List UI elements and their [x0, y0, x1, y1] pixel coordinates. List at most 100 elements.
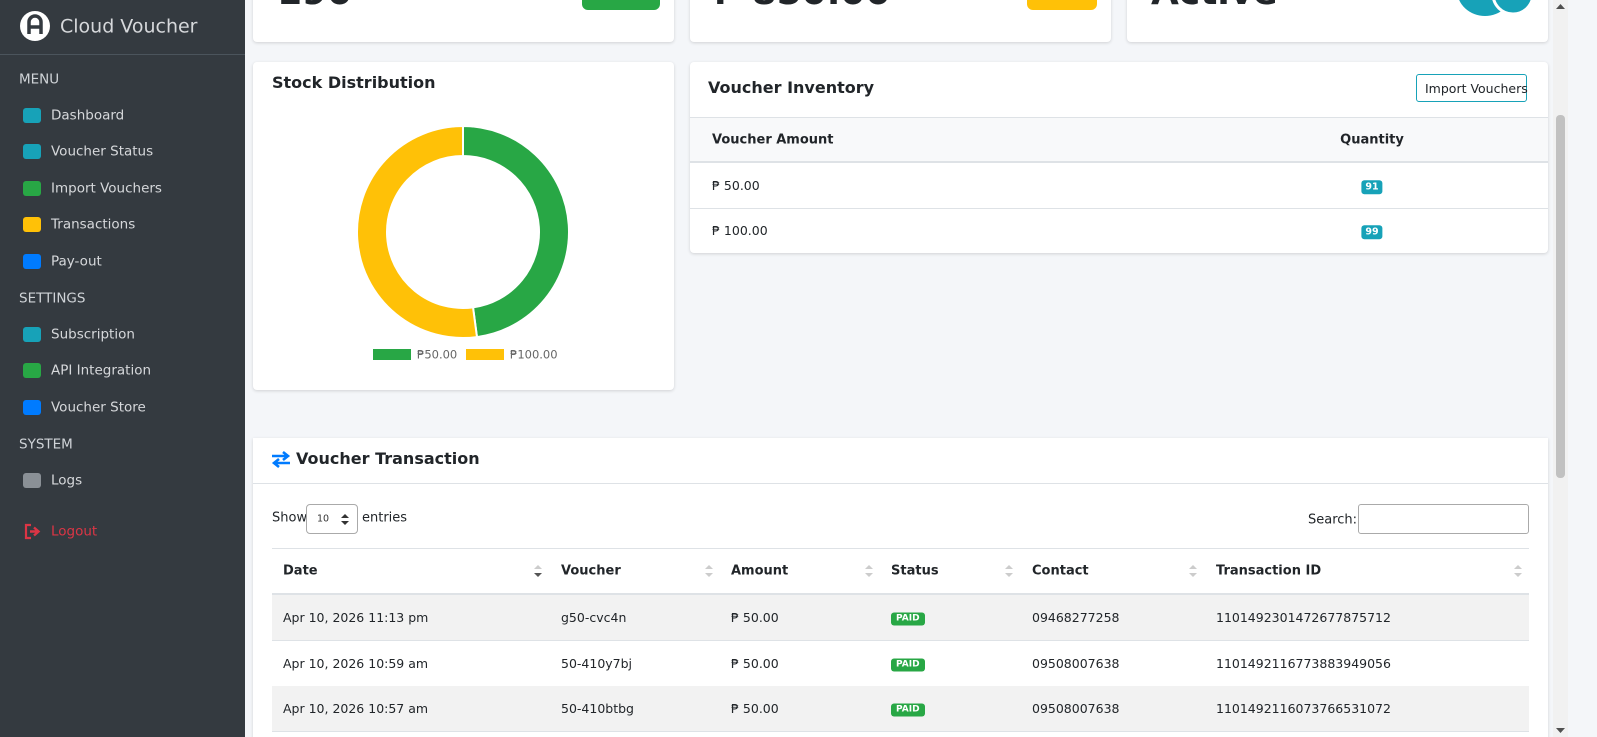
menu-item[interactable]: API Integration	[10, 355, 235, 387]
logout[interactable]: Logout	[10, 516, 235, 548]
menu-icon	[23, 253, 41, 269]
menu-item-label: Voucher Store	[51, 399, 146, 416]
table-cell: Apr 10, 2026 11:13 pm	[283, 609, 429, 625]
menu-heading: MENU	[19, 71, 60, 88]
menu-item[interactable]: Transactions	[10, 209, 235, 241]
stat-value: 190	[277, 0, 352, 11]
legend-swatch	[466, 349, 504, 360]
import-button[interactable]: Import Vouchers	[1416, 74, 1528, 102]
legend-label: ₱100.00	[510, 347, 558, 362]
stock-card: Stock Distribution ₱50.00 ₱100.00	[253, 62, 674, 390]
scrollbar-thumb	[1556, 115, 1565, 478]
menu-item[interactable]: Voucher Store	[10, 392, 235, 424]
menu-item-label: Logs	[51, 472, 83, 489]
menu-item[interactable]: Logs	[10, 465, 235, 497]
card-title: Voucher Transaction	[296, 449, 480, 468]
card-divider	[253, 483, 1548, 484]
menu-icon	[23, 327, 41, 342]
table-cell: 09508007638	[1032, 655, 1120, 671]
stat-icon	[1459, 0, 1534, 16]
menu-item-label: Import Vouchers	[51, 180, 162, 197]
stat-card: ₱ 850.00	[690, 0, 1111, 42]
table-top-border	[272, 548, 1529, 549]
column-header: Contact	[1032, 563, 1089, 579]
page-length-select[interactable]: 10	[306, 504, 358, 534]
sort-icon	[1189, 565, 1197, 577]
menu-heading: SETTINGS	[19, 290, 86, 307]
sort-icon	[705, 565, 713, 577]
menu-icon	[23, 217, 41, 233]
menu-item[interactable]: Dashboard	[10, 100, 235, 132]
donut-segment	[356, 124, 479, 339]
import-button-label: Import Vouchers	[1425, 80, 1528, 96]
menu-item[interactable]: Voucher Status	[10, 136, 235, 168]
table-cell: 1101492116073766531072	[1216, 700, 1391, 716]
menu-item[interactable]: Pay-out	[10, 246, 235, 278]
scroll-up	[1556, 4, 1565, 9]
menu-item[interactable]: Subscription	[10, 319, 235, 351]
stat-icon	[1027, 0, 1097, 10]
table-cell: 50-410y7bj	[561, 655, 633, 671]
quantity-badge: 99	[1361, 225, 1383, 239]
menu-icon	[23, 108, 41, 123]
menu-icon	[23, 144, 41, 160]
select-arrow	[341, 514, 349, 525]
menu-icon	[23, 473, 41, 489]
status-badge: PAID	[891, 612, 925, 626]
logout-icon	[24, 523, 41, 540]
table-cell: ₱ 50.00	[731, 655, 779, 671]
menu-icon	[23, 180, 41, 196]
legend-swatch	[373, 349, 411, 360]
card-title: Stock Distribution	[272, 73, 436, 92]
search-input[interactable]	[1358, 504, 1529, 534]
menu-item-label: Pay-out	[51, 252, 102, 269]
sort-icon	[865, 565, 873, 577]
column-header: Transaction ID	[1216, 563, 1322, 579]
table-cell: 09508007638	[1032, 700, 1120, 716]
logout-label: Logout	[51, 523, 98, 540]
table-cell: ₱ 50.00	[731, 700, 779, 716]
menu-item-label: API Integration	[51, 362, 152, 379]
stat-value: ₱ 850.00	[714, 0, 891, 11]
menu-icon	[23, 399, 41, 415]
menu-item-label: Voucher Status	[51, 143, 154, 160]
entries-label: entries	[362, 510, 408, 526]
table-cell: Apr 10, 2026 10:57 am	[283, 700, 429, 716]
row-border	[690, 208, 1548, 209]
column-header: Date	[283, 563, 318, 579]
table-cell: g50-cvc4n	[561, 609, 627, 625]
table-cell: ₱ 50.00	[731, 609, 779, 625]
inventory-card: Voucher Inventory Import Vouchers Voucher …	[690, 62, 1548, 253]
voucher-amount: ₱ 50.00	[712, 177, 760, 193]
transaction-icon	[271, 450, 291, 468]
brand-name: Cloud Voucher	[60, 15, 198, 38]
table-cell: 50-410btbg	[561, 700, 634, 716]
stat-icon	[582, 0, 660, 10]
page-length-value: 10	[317, 513, 330, 525]
table-header-bg	[690, 117, 1548, 163]
table-head-border	[272, 593, 1529, 595]
table-header: Quantity	[1340, 132, 1404, 148]
table-cell: Apr 10, 2026 10:59 am	[283, 655, 429, 671]
table-cell: 09468277258	[1032, 609, 1120, 625]
table-header: Voucher Amount	[712, 132, 834, 148]
donut-chart	[356, 124, 570, 339]
transaction-card: Voucher Transaction Show 10 entries Search: D…	[253, 438, 1548, 737]
menu-item-label: Subscription	[51, 326, 135, 343]
sort-icon	[1005, 565, 1013, 577]
column-header: Status	[891, 563, 939, 579]
brand-logo	[20, 11, 50, 41]
search-label: Search:	[1308, 512, 1358, 528]
column-header: Amount	[731, 563, 789, 579]
stat-card: 190	[253, 0, 674, 42]
menu-item-label: Dashboard	[51, 107, 125, 124]
sort-icon	[534, 565, 542, 577]
legend-label: ₱50.00	[417, 347, 458, 362]
menu-item[interactable]: Import Vouchers	[10, 173, 235, 205]
sidebar-divider	[0, 54, 245, 55]
menu-item-label: Transactions	[51, 216, 136, 233]
voucher-amount: ₱ 100.00	[712, 222, 768, 238]
menu-icon	[23, 363, 41, 379]
stat-card: Active	[1127, 0, 1548, 42]
